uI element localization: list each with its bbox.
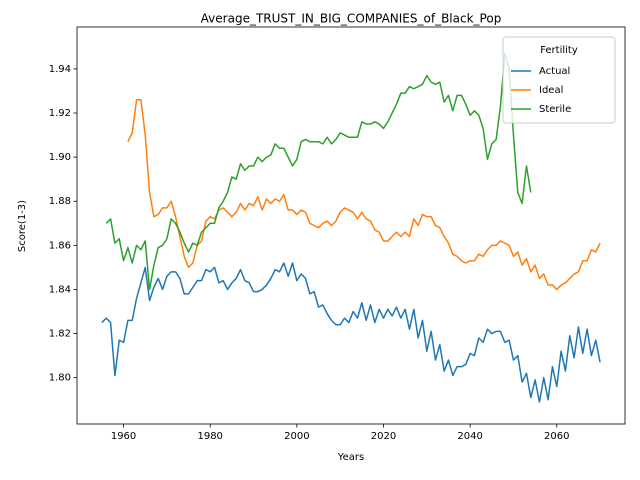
- legend-label: Actual: [539, 66, 570, 77]
- x-axis-label: Years: [337, 452, 364, 463]
- x-tick-label: 1980: [197, 431, 222, 442]
- y-tick-label: 1.92: [49, 108, 71, 119]
- legend: Fertility Actual Ideal Sterile: [502, 36, 616, 124]
- legend-title: Fertility: [540, 45, 578, 56]
- y-tick-label: 1.84: [49, 284, 71, 295]
- axes-frame: [76, 26, 626, 425]
- y-tick-label: 1.80: [49, 373, 71, 384]
- data-line: [105, 52, 532, 291]
- x-tick-label: 1960: [111, 431, 136, 442]
- legend-label: Ideal: [539, 85, 563, 96]
- y-axis-label: Score(1-3): [17, 200, 28, 252]
- y-tick-label: 1.88: [49, 196, 71, 207]
- y-tick-label: 1.94: [49, 64, 71, 75]
- y-tick-label: 1.90: [49, 152, 71, 163]
- x-tick-label: 2020: [371, 431, 396, 442]
- x-tick-label: 2000: [284, 431, 309, 442]
- y-tick-label: 1.82: [49, 329, 71, 340]
- y-tick-label: 1.86: [49, 240, 71, 251]
- data-line: [127, 99, 601, 291]
- chart-title: Average_TRUST_IN_BIG_COMPANIES_of_Black_…: [201, 12, 502, 26]
- legend-box: [502, 36, 616, 124]
- data-line: [101, 262, 601, 403]
- legend-label: Sterile: [539, 104, 571, 115]
- x-tick-label: 2040: [457, 431, 482, 442]
- x-tick-label: 2060: [544, 431, 569, 442]
